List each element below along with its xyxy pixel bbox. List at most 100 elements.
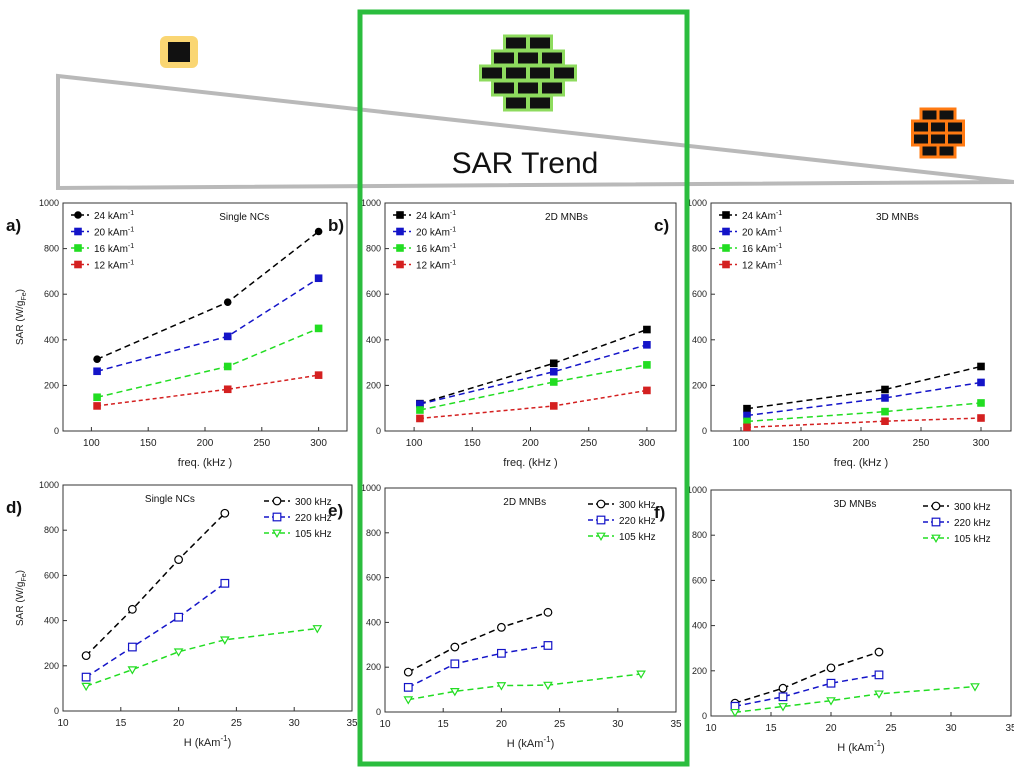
series-line — [746, 402, 982, 423]
data-point — [977, 414, 985, 422]
data-point — [127, 666, 138, 675]
mnb-3d-bead — [931, 134, 945, 144]
legend-item: 220 kHz — [264, 512, 332, 524]
data-point — [643, 386, 651, 395]
series-line — [419, 364, 648, 411]
y-tick-label: 400 — [692, 621, 707, 631]
x-axis-label-text: freq. (kHz ) — [834, 457, 888, 469]
data-point — [450, 642, 460, 652]
series-line — [85, 582, 226, 678]
y-tick-label: 800 — [44, 525, 59, 535]
legend-marker — [596, 499, 606, 509]
series-line — [746, 365, 982, 410]
legend-item: 220 kHz — [923, 517, 991, 529]
y-tick-label: 1000 — [361, 198, 381, 208]
legend-label-sup: -1 — [450, 210, 456, 217]
legend-label-sup: -1 — [128, 260, 134, 267]
y-tick-label: 400 — [366, 617, 381, 627]
legend-label-text: 16 kAm — [416, 244, 450, 255]
legend-label-text: 24 kAm — [416, 211, 450, 222]
data-point — [826, 697, 836, 706]
data-point — [881, 407, 889, 416]
data-point — [496, 682, 507, 691]
x-tick-label: 200 — [522, 438, 539, 449]
mnb-2d-bead — [506, 37, 526, 49]
data-point — [549, 367, 558, 376]
series-12-kam — [416, 386, 651, 423]
data-point — [874, 670, 884, 680]
legend-label-text: 24 kAm — [94, 211, 128, 222]
mnb-2d-bead — [506, 67, 526, 79]
legend-label: 20 kAm-1 — [742, 227, 782, 239]
legend-marker — [722, 211, 730, 219]
chart-title: 2D MNBs — [545, 212, 588, 223]
legend-item: 105 kHz — [923, 534, 991, 545]
data-point — [314, 227, 323, 236]
y-tick-label: 0 — [376, 426, 381, 436]
legend-label: 220 kHz — [295, 513, 332, 524]
data-point — [450, 687, 460, 697]
data-point — [223, 332, 232, 341]
x-tick-label: 25 — [554, 719, 566, 730]
data-point — [416, 400, 424, 408]
y-axis-label: SAR (W/gFe) — [15, 289, 28, 345]
data-point — [730, 701, 740, 711]
legend-item: 24 kAm-1 — [393, 210, 456, 222]
legend-item: 12 kAm-1 — [719, 260, 782, 272]
x-tick-label: 10 — [379, 719, 391, 730]
legend-label: 300 kHz — [619, 500, 656, 511]
mnb-3d-bead — [931, 122, 945, 132]
legend-label-sup: -1 — [128, 210, 134, 217]
y-tick-label: 200 — [366, 662, 381, 672]
data-point — [403, 696, 414, 705]
legend-marker — [931, 517, 941, 527]
y-tick-label: 200 — [692, 380, 707, 390]
legend-marker — [74, 244, 82, 252]
legend-label: 12 kAm-1 — [416, 260, 456, 272]
legend-label: 300 kHz — [954, 502, 991, 513]
data-point — [881, 417, 889, 425]
x-tick-label: 30 — [289, 718, 301, 729]
legend-marker — [74, 260, 82, 269]
mnb-3d-bead — [939, 110, 954, 120]
legend-item: 24 kAm-1 — [71, 210, 134, 222]
y-tick-label: 1000 — [39, 480, 59, 490]
x-tick-label: 200 — [853, 438, 870, 449]
data-point — [643, 341, 651, 349]
trend-triangle — [56, 73, 1014, 191]
y-tick-label: 200 — [692, 666, 707, 676]
mnb-2d-bead — [530, 37, 550, 49]
y-tick-label: 0 — [54, 706, 59, 716]
legend-label-text: 24 kAm — [742, 211, 776, 222]
mnb-3d-bead — [939, 146, 954, 156]
data-point — [970, 683, 980, 692]
x-tick-label: 20 — [825, 723, 837, 734]
x-axis-label-text: H (kAm — [507, 738, 544, 750]
data-point — [416, 414, 424, 423]
mnb-2d-bead — [542, 52, 562, 64]
data-point — [127, 604, 137, 614]
legend-label-text: 20 kAm — [94, 228, 128, 239]
y-axis-label: SAR (W/gFe) — [15, 570, 28, 626]
x-tick-label: 250 — [913, 438, 930, 449]
y-axis-label-end: ) — [15, 289, 26, 292]
data-point — [81, 651, 91, 661]
plot-frame — [710, 489, 1012, 717]
y-tick-label: 600 — [366, 289, 381, 299]
legend-item: 16 kAm-1 — [393, 243, 456, 255]
legend-marker — [272, 512, 282, 522]
series-16-kam — [416, 361, 651, 414]
x-tick-label: 30 — [945, 723, 957, 734]
legend-marker — [396, 260, 404, 269]
y-tick-label: 600 — [44, 289, 59, 299]
y-tick-label: 200 — [366, 380, 381, 390]
legend-item: 24 kAm-1 — [719, 210, 782, 222]
mnb-3d-icon — [911, 107, 965, 159]
y-tick-label: 800 — [692, 530, 707, 540]
data-point — [220, 508, 230, 518]
x-tick-label: 10 — [57, 718, 69, 729]
data-point — [127, 642, 137, 652]
legend-marker — [272, 529, 282, 539]
data-point — [93, 355, 101, 363]
